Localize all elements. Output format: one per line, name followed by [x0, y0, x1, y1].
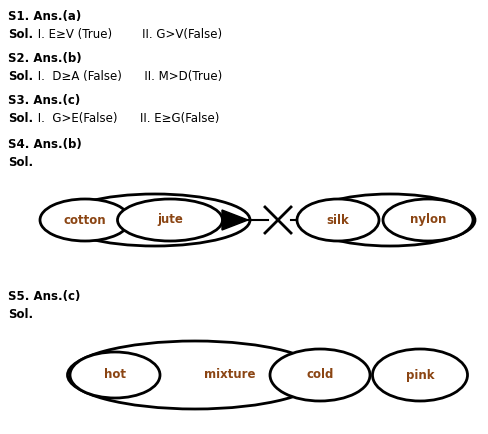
- Ellipse shape: [270, 349, 370, 401]
- Ellipse shape: [40, 199, 130, 241]
- Ellipse shape: [118, 199, 223, 241]
- Text: Sol.: Sol.: [8, 156, 33, 169]
- Text: S3. Ans.(c): S3. Ans.(c): [8, 94, 80, 107]
- Text: I.  D≥A (False)      II. M>D(True): I. D≥A (False) II. M>D(True): [34, 70, 222, 83]
- Ellipse shape: [70, 352, 160, 398]
- Text: I. E≥V (True)        II. G>V(False): I. E≥V (True) II. G>V(False): [34, 28, 222, 41]
- Text: cold: cold: [306, 368, 334, 381]
- Ellipse shape: [383, 199, 473, 241]
- Text: silk: silk: [326, 214, 349, 227]
- Ellipse shape: [60, 194, 250, 246]
- Ellipse shape: [67, 341, 323, 409]
- Text: cotton: cotton: [64, 214, 106, 227]
- Text: Sol.: Sol.: [8, 308, 33, 321]
- Text: hot: hot: [104, 368, 126, 381]
- Text: I.  G>E(False)      II. E≥G(False): I. G>E(False) II. E≥G(False): [34, 112, 220, 125]
- Text: Sol.: Sol.: [8, 112, 33, 125]
- Text: Sol.: Sol.: [8, 28, 33, 41]
- Text: mixture: mixture: [204, 368, 256, 381]
- Text: pink: pink: [406, 368, 434, 381]
- Text: S1. Ans.(a): S1. Ans.(a): [8, 10, 81, 23]
- Text: nylon: nylon: [410, 214, 446, 227]
- Text: S5. Ans.(c): S5. Ans.(c): [8, 290, 81, 303]
- Text: S2. Ans.(b): S2. Ans.(b): [8, 52, 81, 65]
- Ellipse shape: [297, 199, 379, 241]
- Ellipse shape: [372, 349, 468, 401]
- Text: Sol.: Sol.: [8, 70, 33, 83]
- Text: jute: jute: [157, 214, 183, 227]
- Ellipse shape: [305, 194, 475, 246]
- Text: S4. Ans.(b): S4. Ans.(b): [8, 138, 82, 151]
- Polygon shape: [222, 210, 248, 230]
